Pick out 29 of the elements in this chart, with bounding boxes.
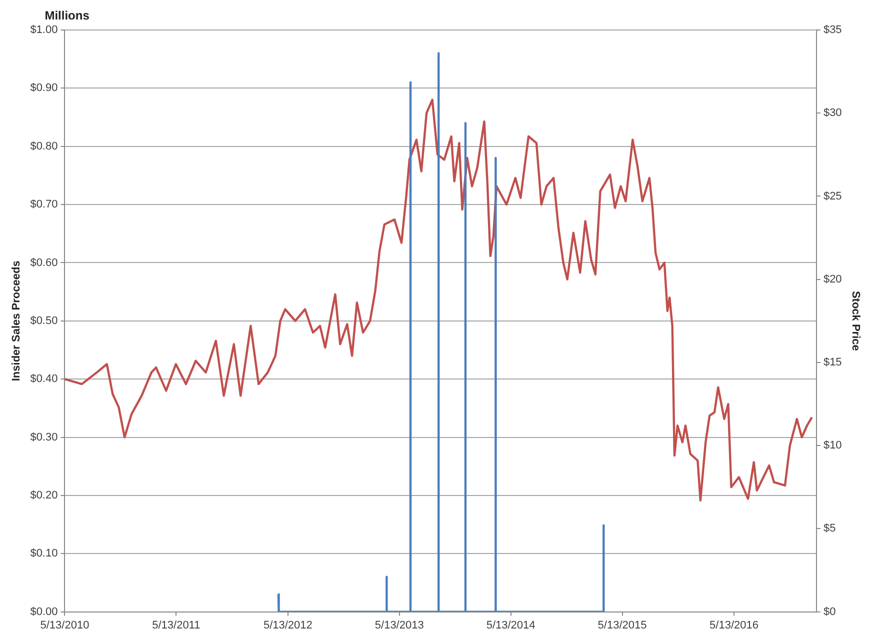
- y-tick-label: $0.30: [30, 431, 58, 444]
- y-tick-label: $0.10: [30, 548, 58, 560]
- x-tick-label: 5/13/2015: [598, 619, 647, 632]
- y-tick-label: $1.00: [30, 24, 58, 36]
- y-tick-label: $0.40: [30, 373, 58, 386]
- y2-tick-label: $30: [823, 107, 842, 120]
- x-tick-label: 5/13/2011: [152, 619, 200, 632]
- y2-tick-label: $10: [823, 440, 842, 452]
- x-tick-label: 5/13/2010: [40, 619, 90, 632]
- y2-tick-label: $20: [823, 273, 842, 286]
- y-tick-label: $0.20: [30, 489, 58, 502]
- y-tick-label: $0.90: [30, 82, 58, 94]
- y2-axis-title: Stock Price: [849, 290, 862, 351]
- y2-tick-label: $0: [823, 606, 836, 618]
- y-tick-label: $0.80: [30, 140, 58, 152]
- x-tick-label: 5/13/2013: [374, 619, 424, 632]
- x-tick-label: 5/13/2016: [710, 619, 758, 632]
- y-tick-label: $0.00: [30, 606, 58, 618]
- y2-tick-label: $25: [823, 190, 842, 202]
- y2-tick-label: $35: [823, 24, 842, 36]
- y-tick-label: $0.50: [30, 314, 58, 327]
- y-tick-label: $0.60: [30, 256, 58, 269]
- x-tick-label: 5/13/2014: [486, 619, 536, 632]
- y2-tick-label: $15: [823, 356, 842, 368]
- y-axis-title: Insider Sales Proceeds: [10, 260, 23, 382]
- y2-tick-label: $5: [823, 522, 836, 535]
- x-tick-label: 5/13/2012: [263, 619, 312, 632]
- y-tick-label: $0.70: [30, 198, 58, 211]
- text: Millions: [44, 8, 90, 22]
